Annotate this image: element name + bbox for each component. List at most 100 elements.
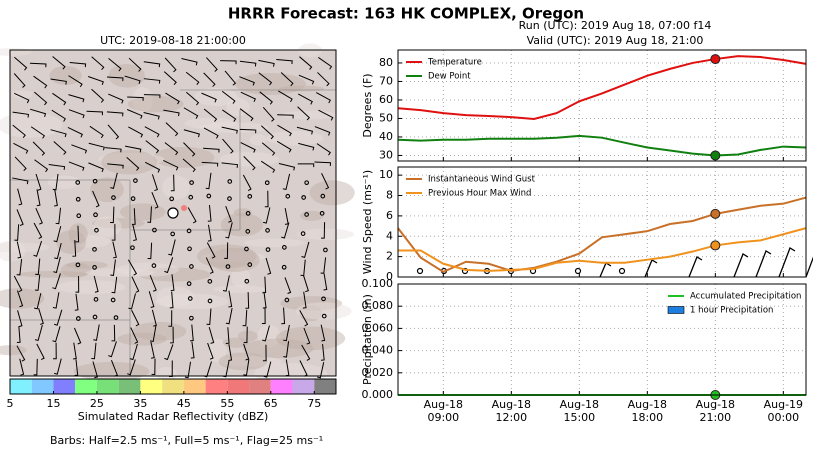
calm-barb: [75, 316, 81, 321]
colorbar-segment: [205, 379, 228, 394]
x-tick-label: 55: [220, 397, 234, 410]
wind-barb: [131, 309, 140, 327]
calm-barb: [151, 263, 157, 268]
wind-barb: [321, 173, 330, 190]
wind-barb: [106, 111, 124, 117]
wind-barb: [127, 359, 136, 376]
wind-barb: [599, 262, 612, 278]
x-tick-label: 25: [90, 397, 104, 410]
wind-barb: [151, 358, 156, 375]
y-axis-label: Wind Speed (ms⁻¹): [361, 170, 374, 274]
terrain: [98, 153, 165, 166]
wind-barb: [190, 324, 194, 342]
wind-barb: [168, 310, 173, 327]
calm-barb: [110, 297, 116, 303]
wind-barb: [52, 92, 67, 106]
wind-barb: [14, 92, 30, 104]
terrain: [266, 130, 324, 146]
wind-barb: [71, 144, 88, 154]
calm-barb: [574, 267, 582, 275]
x-tick-label: 45: [177, 397, 191, 410]
highlight-point: [710, 150, 721, 161]
wind-barb: [168, 239, 176, 256]
terrain: [209, 247, 260, 272]
calm-barb: [92, 265, 97, 270]
wind-barb: [280, 72, 294, 87]
wind-barb: [224, 70, 237, 86]
terrain: [90, 177, 124, 203]
wind-barb: [68, 161, 85, 171]
wind-barb: [240, 91, 256, 103]
calm-barb: [188, 194, 194, 200]
wind-barb: [221, 126, 238, 134]
colorbar-segment: [183, 379, 206, 394]
wind-barb: [185, 71, 200, 85]
wind-barb: [221, 90, 236, 104]
calm-barb: [304, 212, 309, 217]
terrain: [257, 324, 281, 348]
wind-barb: [228, 290, 233, 308]
wind-barb: [265, 257, 272, 275]
wind-barb: [36, 189, 41, 207]
wind-barb: [38, 308, 44, 325]
wind-barb: [262, 107, 275, 122]
terrain: [47, 175, 81, 189]
wind-barb: [125, 145, 142, 153]
calm-barb: [618, 267, 626, 275]
site-marker: [167, 207, 179, 219]
wind-barb: [12, 124, 26, 138]
wind-barb: [225, 222, 233, 239]
terrain: [91, 217, 145, 229]
terrain: [60, 262, 92, 278]
wind-barb: [33, 240, 43, 257]
wind-barb: [277, 114, 294, 119]
wind-barb: [16, 241, 22, 259]
wind-barb: [52, 292, 60, 309]
wind-barb: [205, 172, 212, 190]
wind-barb: [50, 129, 67, 138]
wind-barb: [220, 60, 237, 65]
wind-barb: [221, 162, 239, 168]
wind-barb: [19, 358, 25, 376]
wind-barb: [13, 73, 26, 88]
wind-barb: [242, 174, 252, 192]
wind-barb: [207, 204, 212, 222]
y-tick-label: 40: [379, 130, 393, 143]
calm-barb: [319, 210, 325, 216]
wind-barb: [245, 292, 250, 309]
wind-barb: [54, 189, 58, 207]
wind-barb: [688, 256, 703, 278]
wind-barb: [107, 163, 124, 169]
wind-barb: [303, 275, 309, 293]
wind-barb: [34, 159, 49, 173]
y-tick-label: 70: [379, 74, 393, 87]
wind-barb: [35, 173, 42, 191]
wind-barb: [164, 257, 174, 274]
wind-barb: [276, 59, 293, 65]
calm-barb: [300, 231, 306, 236]
terrain: [200, 251, 266, 263]
wind-barb: [242, 309, 248, 327]
terrain: [237, 330, 258, 342]
terrain: [156, 286, 195, 308]
terrain: [299, 305, 323, 322]
wind-barb: [281, 307, 286, 325]
wind-barb: [36, 343, 45, 361]
wind-barb: [12, 111, 30, 118]
wind-barb: [126, 109, 143, 119]
wind-barb: [317, 72, 330, 87]
map-layer: [0, 43, 355, 385]
wind-barb: [239, 60, 257, 67]
calm-barb: [92, 178, 98, 184]
y-tick-label: 6: [386, 209, 393, 222]
wind-barb: [54, 358, 62, 375]
wind-barb: [88, 162, 104, 173]
wind-barb: [169, 291, 174, 309]
highlight-point: [710, 208, 721, 219]
wind-barb: [108, 341, 117, 358]
calm-barb: [225, 264, 231, 269]
wind-barb: [208, 327, 215, 344]
terrain: [49, 65, 82, 85]
wind-barb: [297, 106, 310, 121]
calm-barb: [113, 315, 119, 320]
